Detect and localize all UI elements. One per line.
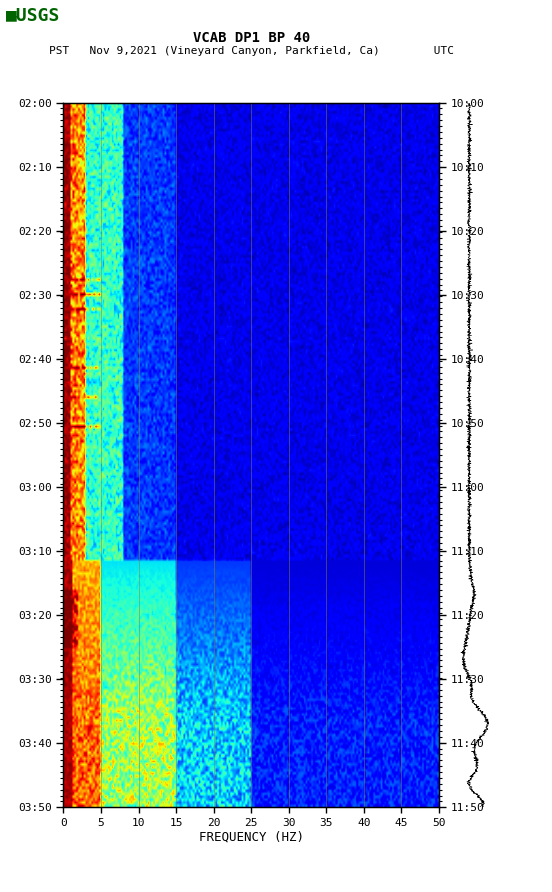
Text: ■USGS: ■USGS: [6, 6, 60, 24]
Text: VCAB DP1 BP 40: VCAB DP1 BP 40: [193, 31, 310, 45]
X-axis label: FREQUENCY (HZ): FREQUENCY (HZ): [199, 830, 304, 844]
Text: PST   Nov 9,2021 (Vineyard Canyon, Parkfield, Ca)        UTC: PST Nov 9,2021 (Vineyard Canyon, Parkfie…: [49, 46, 454, 56]
